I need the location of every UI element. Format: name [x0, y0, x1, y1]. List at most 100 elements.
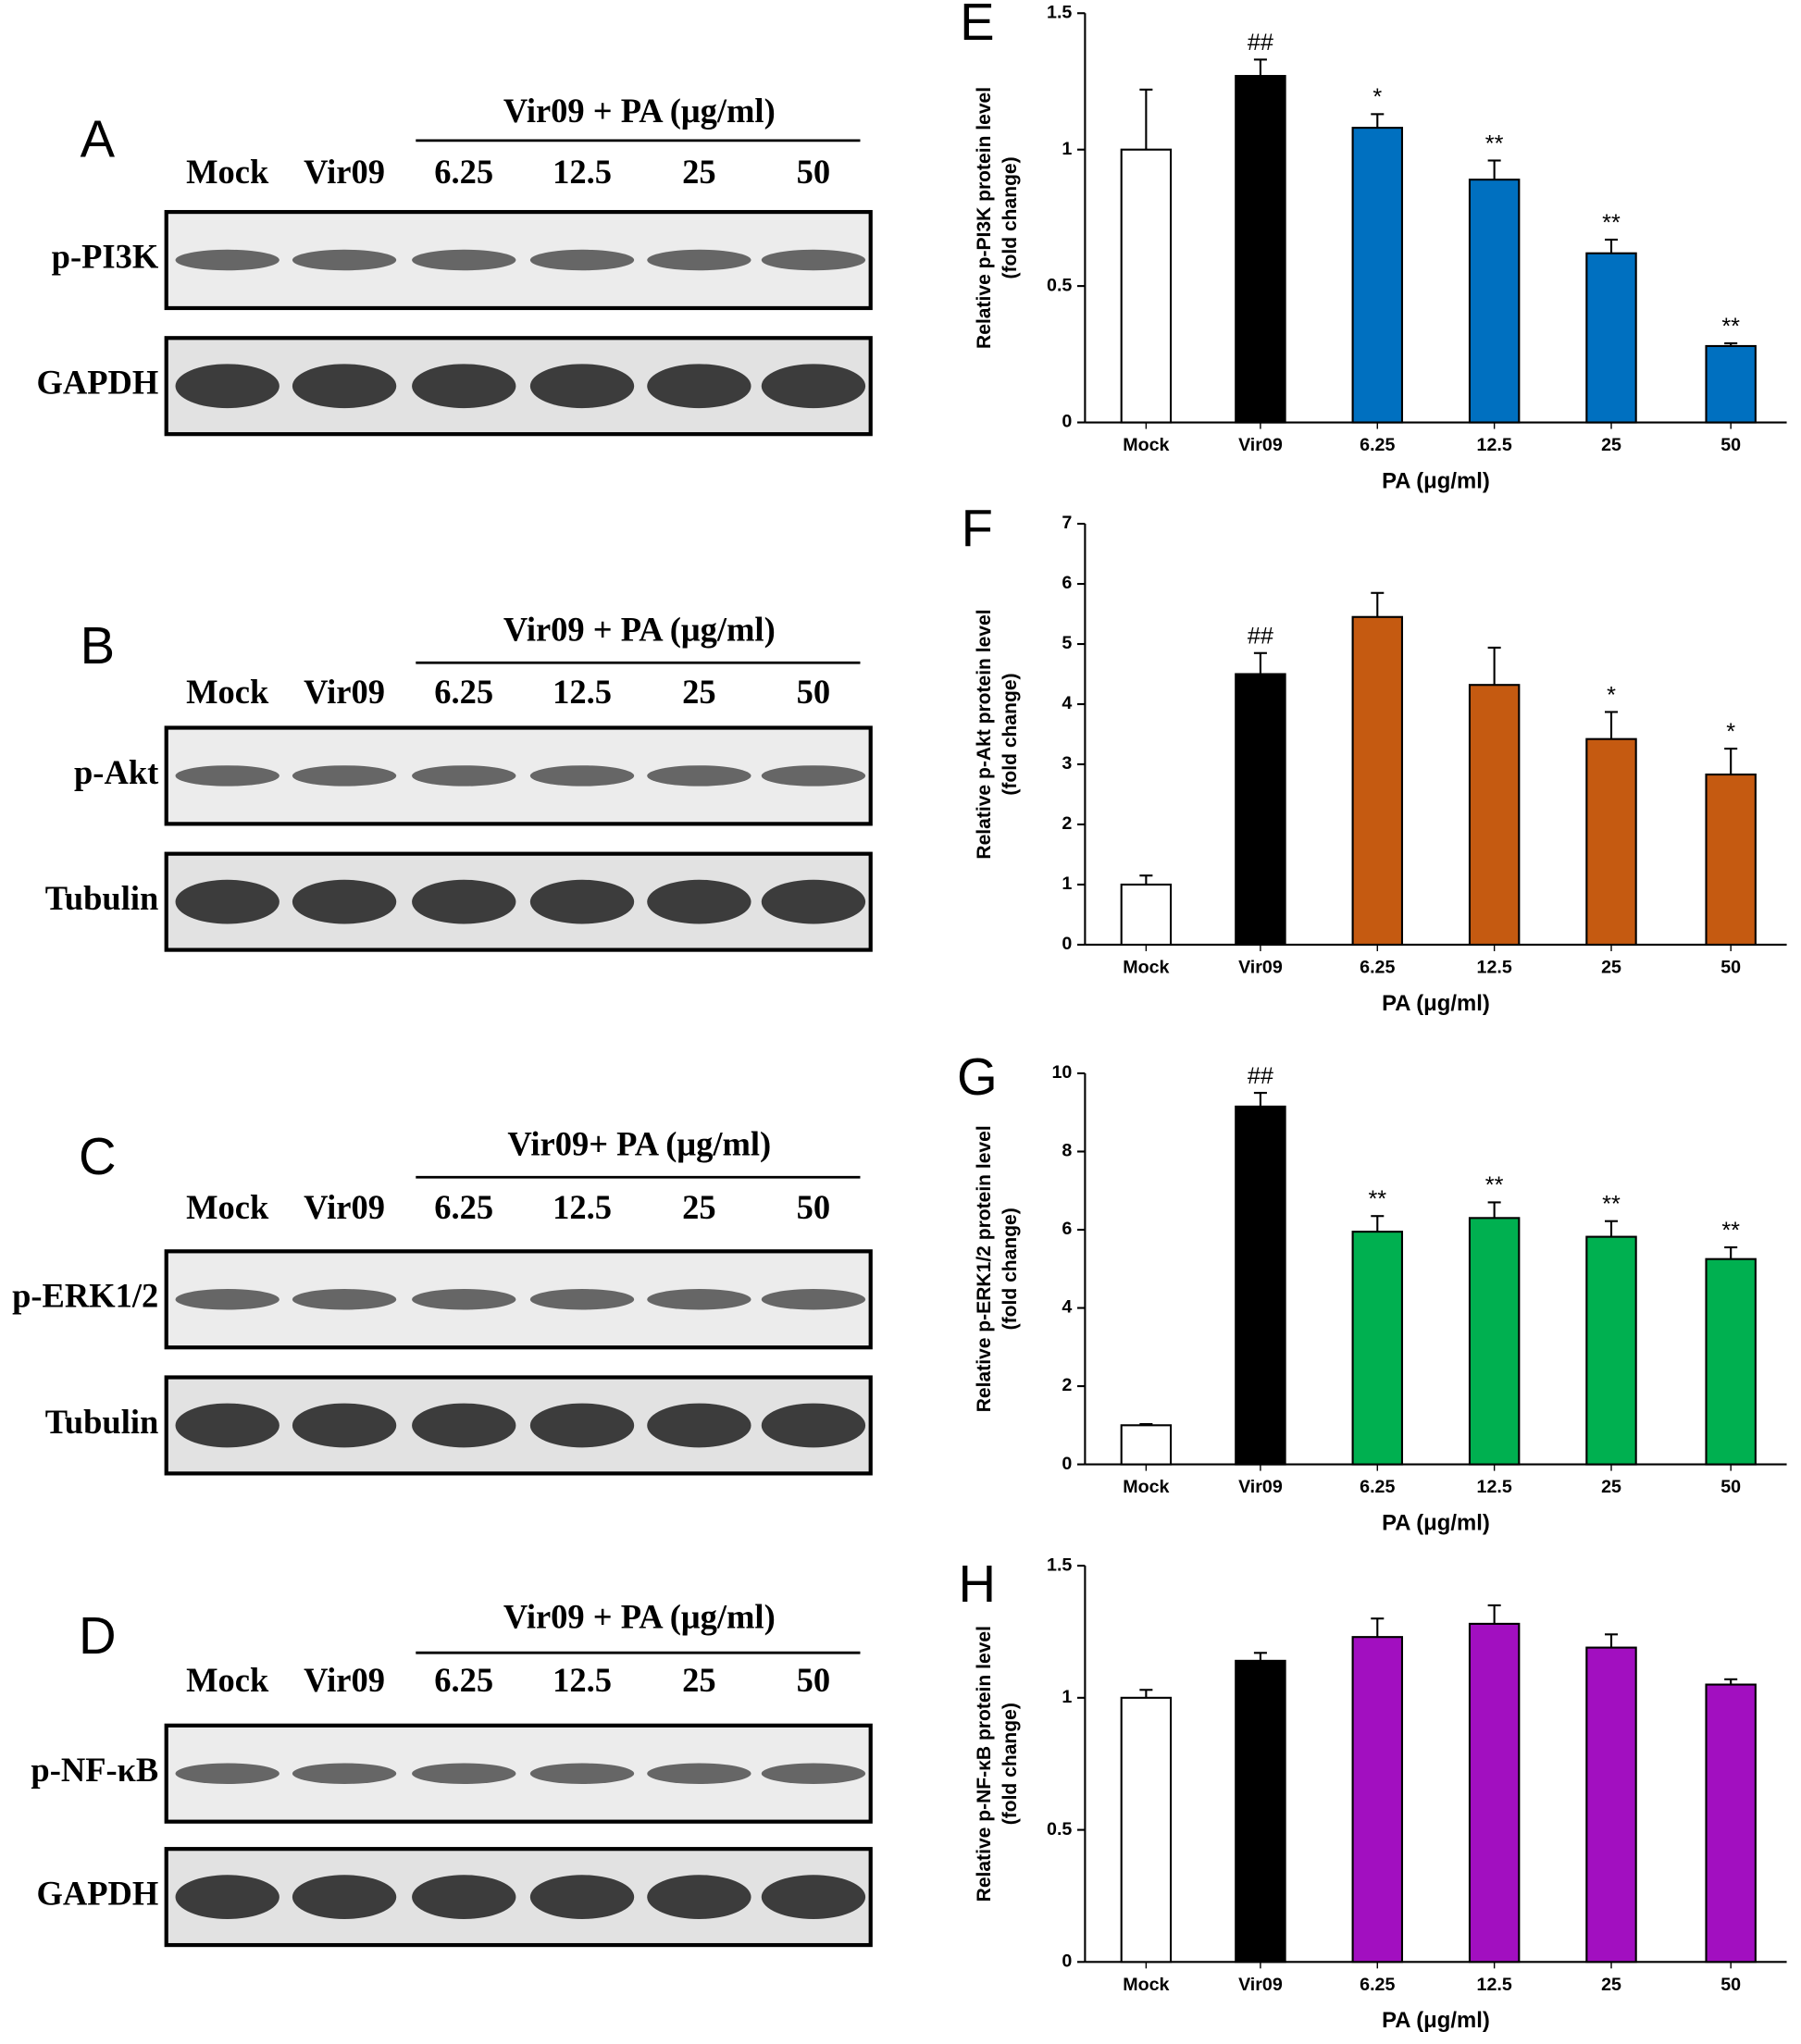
x-tick-label: 25 [1601, 435, 1621, 455]
bar [1120, 1696, 1173, 1963]
band [761, 1763, 866, 1784]
bar [1120, 1424, 1173, 1466]
bar [1120, 883, 1173, 947]
x-tick-label: 6.25 [1360, 1477, 1395, 1497]
y-axis-label: Relative p-PI3K protein level [974, 87, 995, 349]
lane-label: 25 [682, 153, 716, 191]
x-tick-label: Vir09 [1238, 1477, 1283, 1497]
band [175, 1403, 279, 1448]
significance-label: ## [1248, 1063, 1273, 1089]
significance-label: ** [1721, 314, 1740, 340]
y-axis-label: (fold change) [1000, 1703, 1021, 1825]
x-axis-label: PA (μg/ml) [1382, 1510, 1490, 1535]
blot-box [164, 1723, 873, 1824]
band [175, 1763, 279, 1784]
significance-label: ** [1602, 1192, 1621, 1218]
blot-box [164, 209, 873, 311]
row-label: Tubulin [45, 879, 158, 917]
band [292, 1763, 397, 1784]
bar [1585, 1235, 1637, 1466]
blot-box [164, 336, 873, 437]
band [412, 364, 516, 409]
lane-label: 6.25 [434, 673, 493, 711]
band [529, 249, 635, 271]
x-tick-label: Mock [1123, 957, 1169, 977]
bar [1120, 148, 1173, 424]
panel-letter: E [960, 0, 994, 51]
significance-label: * [1726, 719, 1735, 745]
bar [1351, 127, 1404, 424]
panel-letter: A [81, 109, 116, 167]
y-tick-label: 4 [1062, 693, 1072, 713]
y-tick-label: 1 [1062, 873, 1072, 894]
x-tick-label: 50 [1720, 1477, 1741, 1497]
y-tick-label: 0 [1062, 1454, 1072, 1474]
x-tick-label: 12.5 [1477, 1477, 1512, 1497]
lane-label: 50 [797, 153, 831, 191]
lane-label: Mock [186, 153, 269, 191]
bar [1468, 179, 1521, 424]
panel-letter: F [962, 500, 993, 558]
band [529, 1289, 635, 1310]
panel-letter: D [79, 1606, 117, 1665]
bar [1705, 344, 1757, 424]
blot-box [164, 725, 873, 826]
bar [1235, 1105, 1286, 1466]
lane-label: 50 [797, 1661, 831, 1699]
y-tick-label: 8 [1062, 1141, 1072, 1161]
x-tick-label: 50 [1720, 957, 1741, 977]
y-tick-label: 0.5 [1047, 275, 1072, 295]
band [412, 1763, 516, 1784]
band [292, 1289, 397, 1310]
lane-label: 12.5 [553, 1661, 612, 1699]
lane-label: 12.5 [553, 1188, 612, 1226]
band [292, 249, 397, 271]
x-tick-label: 50 [1720, 435, 1741, 455]
band [647, 879, 751, 924]
significance-label: ## [1248, 30, 1273, 56]
lane-label: 6.25 [434, 1661, 493, 1699]
x-tick-label: 12.5 [1477, 435, 1512, 455]
significance-label: ** [1485, 1172, 1504, 1198]
lane-label: 25 [682, 673, 716, 711]
bar [1235, 75, 1286, 424]
panel-letter: C [79, 1127, 117, 1185]
lane-label: Vir09 [304, 153, 385, 191]
bar [1468, 684, 1521, 947]
band [175, 1875, 279, 1919]
band [175, 364, 279, 409]
lane-label: 12.5 [553, 153, 612, 191]
lane-label: 50 [797, 673, 831, 711]
row-label: p-Akt [74, 753, 158, 791]
x-tick-label: 25 [1601, 1975, 1621, 1995]
treatment-header: Vir09 + PA (μg/ml) [503, 92, 776, 130]
x-axis-label: PA (μg/ml) [1382, 468, 1490, 493]
y-tick-label: 2 [1062, 1375, 1072, 1395]
significance-label: ** [1721, 1218, 1740, 1244]
x-tick-label: Mock [1123, 1477, 1169, 1497]
treatment-header: Vir09+ PA (μg/ml) [507, 1124, 771, 1162]
x-tick-label: Mock [1123, 1975, 1169, 1995]
band [761, 765, 866, 787]
band [175, 765, 279, 787]
band [292, 879, 397, 924]
band [529, 879, 635, 924]
lane-label: 50 [797, 1188, 831, 1226]
lane-label: 12.5 [553, 673, 612, 711]
y-tick-label: 1 [1062, 139, 1072, 159]
y-tick-label: 2 [1062, 813, 1072, 834]
band [412, 765, 516, 787]
bar [1705, 773, 1757, 947]
x-tick-label: Vir09 [1238, 435, 1283, 455]
y-tick-label: 7 [1062, 513, 1072, 533]
bar [1585, 737, 1637, 947]
band [412, 1289, 516, 1310]
significance-label: ## [1248, 624, 1273, 650]
blot-box [164, 1249, 873, 1350]
band [647, 1763, 751, 1784]
lane-label: Vir09 [304, 673, 385, 711]
band [412, 249, 516, 271]
band [175, 249, 279, 271]
band [175, 1289, 279, 1310]
